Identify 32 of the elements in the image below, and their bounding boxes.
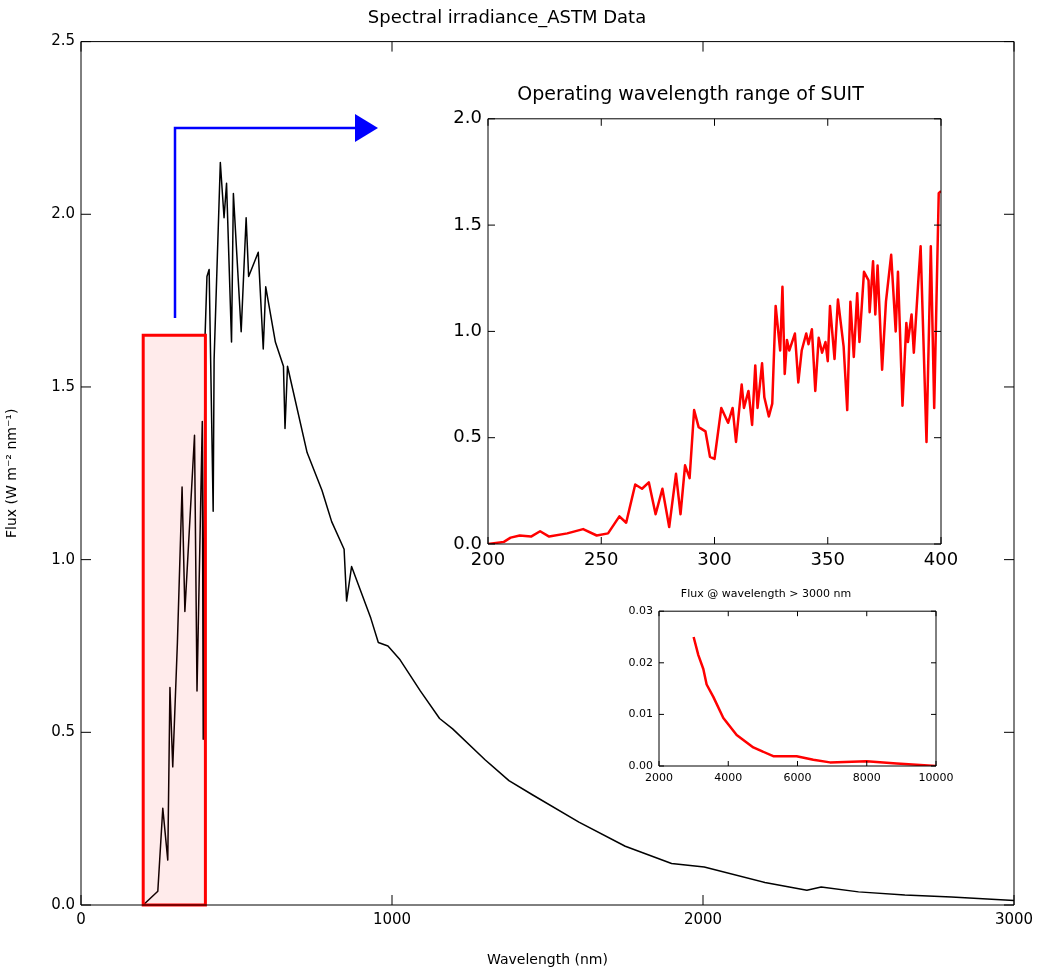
x-tick-label: 250: [584, 548, 619, 570]
x-tick-label: 10000: [918, 771, 954, 785]
y-tick-label: 2.5: [51, 31, 75, 50]
y-tick-label: 1.0: [51, 549, 75, 568]
x-tick-label: 400: [923, 548, 959, 570]
chart-title: Operating wavelength range of SUIT: [517, 82, 865, 105]
y-tick-label: 0.00: [628, 758, 653, 772]
x-tick-label: 0: [76, 909, 86, 928]
x-tick-label: 300: [697, 548, 732, 570]
x-tick-label: 2000: [645, 771, 673, 785]
y-tick-label: 0.03: [628, 604, 653, 618]
y-tick-label: 0.01: [628, 707, 653, 721]
y-axis-title: Flux (W m⁻² nm⁻¹): [3, 408, 20, 538]
x-tick-label: 1000: [372, 909, 412, 928]
x-tick-label: 2000: [683, 909, 723, 928]
y-tick-label: 1.5: [453, 212, 482, 234]
x-axis-title: Wavelength (nm): [487, 951, 608, 968]
x-tick-label: 6000: [783, 771, 812, 785]
y-tick-label: 0.5: [51, 722, 75, 741]
y-tick-label: 2.0: [51, 204, 75, 223]
x-tick-label: 4000: [714, 771, 743, 785]
y-tick-label: 1.5: [51, 376, 75, 395]
y-tick-label: 0.5: [453, 425, 482, 447]
y-tick-label: 1.0: [453, 319, 482, 341]
y-tick-label: 0.0: [51, 894, 75, 913]
y-tick-label: 2.0: [453, 106, 482, 128]
x-tick-label: 8000: [852, 771, 881, 785]
chart-title: Flux @ wavelength > 3000 nm: [680, 587, 852, 601]
x-tick-label: 350: [810, 548, 845, 570]
chart-title: Spectral irradiance_ASTM Data: [367, 6, 647, 29]
y-tick-label: 0.02: [628, 655, 653, 669]
x-tick-label: 3000: [994, 909, 1034, 928]
